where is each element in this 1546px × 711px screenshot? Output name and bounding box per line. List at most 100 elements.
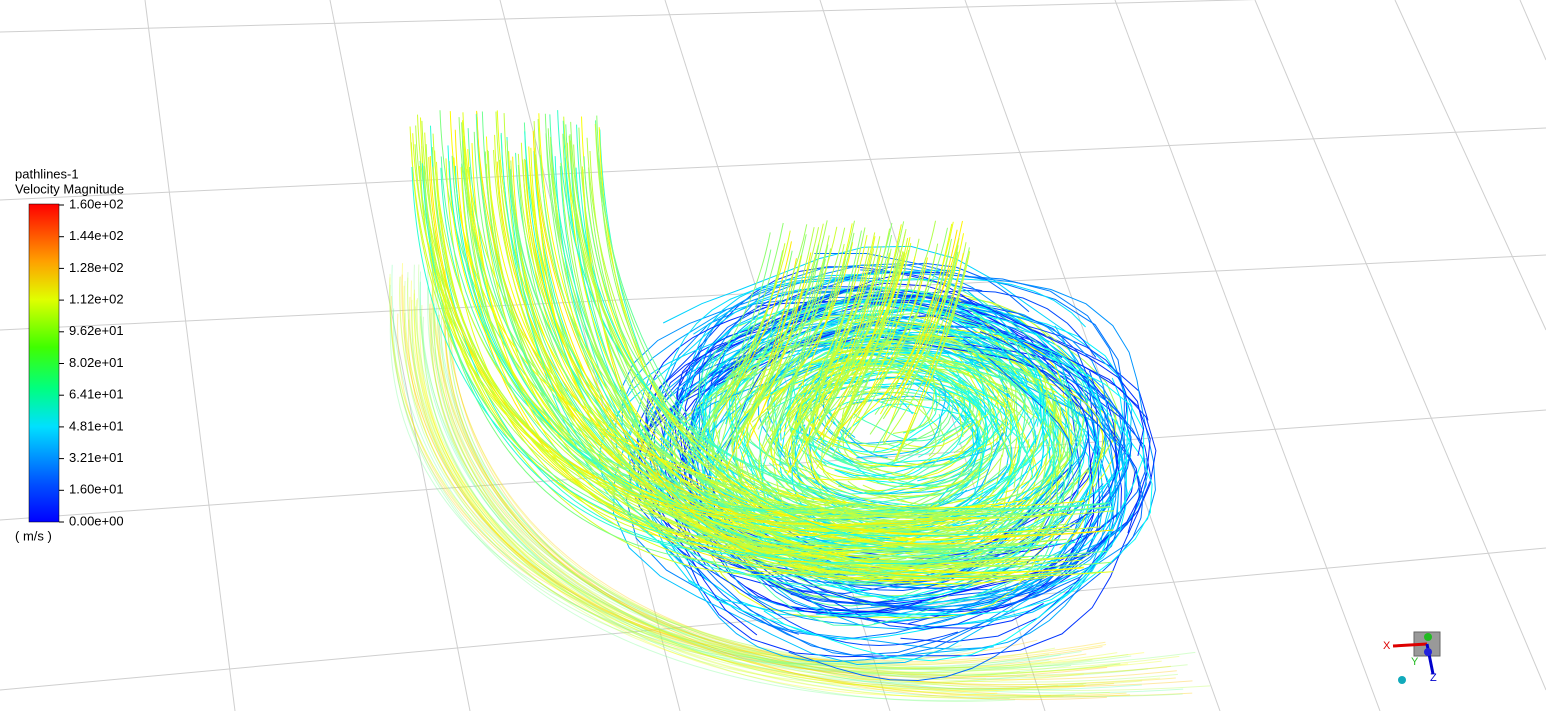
colorbar-label: 9.62e+01 [69, 323, 124, 338]
pathline [797, 386, 899, 445]
pathline [893, 251, 971, 463]
pathline [506, 136, 828, 577]
legend-quantity: Velocity Magnitude [15, 181, 124, 196]
pathline [792, 247, 861, 468]
pathline [447, 299, 1178, 683]
pathline [441, 317, 1211, 691]
pathline [430, 308, 1129, 670]
pathline [411, 166, 1004, 565]
grid-line [964, 0, 1221, 711]
pathline [533, 121, 1115, 519]
pathline [413, 264, 1016, 702]
pathline [421, 163, 834, 556]
pathline [487, 149, 953, 560]
pathline [821, 257, 901, 420]
pathline [832, 229, 901, 448]
pathline [437, 266, 1184, 694]
pathline [761, 363, 1034, 499]
pathline [714, 250, 793, 468]
colorbar-label: 1.60e+02 [69, 196, 124, 211]
pathline [429, 303, 1127, 697]
pathline [804, 236, 876, 433]
grid-line [1254, 0, 1546, 691]
pathline [787, 392, 1107, 584]
pathline [846, 441, 1005, 488]
pathline [537, 119, 963, 537]
pathline [619, 263, 1125, 596]
colorbar-label: 1.44e+02 [69, 228, 124, 243]
pathline [413, 293, 1162, 674]
pathline [500, 134, 1052, 574]
pathline [401, 274, 1108, 678]
pathline [656, 333, 1091, 605]
pathline [411, 299, 1051, 699]
pathline [391, 264, 990, 665]
pathline [407, 272, 1087, 690]
pathline [389, 273, 1084, 690]
pathline [844, 256, 916, 439]
pathline [828, 390, 971, 464]
pathline [653, 316, 910, 485]
pathline [701, 230, 791, 433]
pathline [419, 281, 1142, 691]
pathline [399, 276, 986, 686]
pathline [793, 232, 876, 434]
pathline [594, 123, 970, 546]
pathline [407, 277, 1064, 700]
pathline [790, 307, 1133, 611]
pathline [614, 288, 882, 470]
pathline [725, 258, 797, 470]
pathline [837, 257, 928, 433]
pathline [422, 316, 1148, 679]
pathline [413, 289, 1084, 683]
colorbar [28, 203, 60, 523]
pathline [411, 310, 1050, 673]
pathline [568, 135, 1102, 533]
pathline [852, 412, 972, 442]
pathline [414, 306, 1121, 676]
pathline [877, 383, 979, 460]
pathline [763, 377, 1124, 640]
pathline [788, 362, 980, 465]
pathline [853, 385, 975, 482]
pathline [517, 153, 1002, 515]
pathline [647, 286, 1098, 562]
grid-line [0, 0, 1257, 33]
grid-line [0, 547, 1546, 691]
axis-triad: X Y Z [1383, 631, 1441, 684]
pathline [929, 380, 1001, 510]
pathline [444, 298, 1056, 666]
pathline [684, 232, 771, 402]
pathline [570, 140, 983, 522]
pathline [817, 221, 905, 418]
legend: pathlines-1 Velocity Magnitude 1.60e+021… [15, 166, 124, 543]
pathline [872, 251, 959, 453]
pathline [437, 314, 1029, 693]
pathline [988, 364, 1048, 508]
pathline [540, 154, 934, 518]
colorbar-label: 6.41e+01 [69, 387, 124, 402]
pathline [423, 165, 834, 565]
pathline [631, 253, 1126, 640]
pathline [832, 339, 1073, 592]
pathline [433, 307, 1196, 669]
pathline [403, 285, 1107, 664]
pathline [419, 271, 1075, 698]
pathline [444, 313, 1193, 697]
pathline [768, 383, 987, 506]
pathline [576, 124, 830, 563]
colorbar-label: 4.81e+01 [69, 418, 124, 433]
colorbar-label: 8.02e+01 [69, 355, 124, 370]
pathline [783, 235, 868, 433]
pathline [805, 229, 907, 419]
triad-x-label: X [1383, 640, 1391, 652]
pathline [785, 245, 882, 462]
pathline [506, 140, 1013, 552]
pathline [389, 277, 1145, 669]
grid-line [1394, 0, 1546, 331]
pathline [683, 364, 1119, 586]
pathline [687, 312, 1153, 662]
pathline [714, 224, 808, 395]
pathline [583, 156, 1096, 515]
triad-y-label: Y [1411, 656, 1419, 668]
